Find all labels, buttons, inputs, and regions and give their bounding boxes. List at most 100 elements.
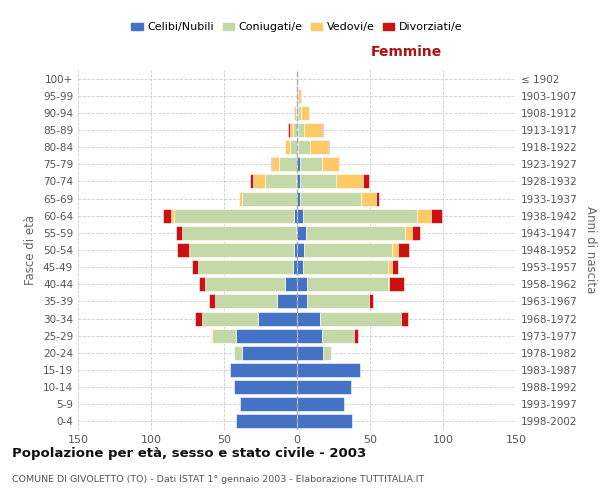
Bar [388,278,389,291]
Bar [294,243,297,257]
Bar [322,123,323,137]
Bar [307,278,388,291]
Y-axis label: Fasce di età: Fasce di età [25,215,37,285]
Bar [163,208,172,222]
Bar [307,294,368,308]
Bar [182,226,296,240]
Bar [297,140,298,154]
Text: COMUNE DI GIVOLETTO (TO) - Dati ISTAT 1° gennaio 2003 - Elaborazione TUTTITALIA.: COMUNE DI GIVOLETTO (TO) - Dati ISTAT 1°… [12,476,424,484]
Bar [300,174,337,188]
Bar [297,226,306,240]
Bar [272,158,280,172]
Bar [286,140,290,154]
Bar [280,158,297,172]
Bar [322,158,340,172]
Bar [290,140,297,154]
Bar [195,312,202,326]
Bar [189,243,294,257]
Bar [297,278,307,291]
Bar [300,192,361,205]
Bar [234,346,242,360]
Bar [300,158,322,172]
Bar [288,123,290,137]
Bar [298,123,304,137]
Bar [297,380,351,394]
Bar [401,312,408,326]
Bar [250,174,253,188]
Bar [175,208,294,222]
Bar [304,243,392,257]
Bar [277,294,297,308]
Bar [297,294,307,308]
Bar [392,260,398,274]
Bar [388,260,392,274]
Bar [297,208,303,222]
Bar [354,328,358,342]
Bar [205,278,286,291]
Bar [392,243,398,257]
Legend: Celibi/Nubili, Coniugati/e, Vedovi/e, Divorziati/e: Celibi/Nubili, Coniugati/e, Vedovi/e, Di… [127,18,467,37]
Bar [376,192,379,205]
Bar [398,243,409,257]
Bar [431,208,442,222]
Bar [209,294,215,308]
Bar [257,312,297,326]
Bar [368,294,373,308]
Bar [202,312,257,326]
Bar [296,174,297,188]
Bar [298,140,310,154]
Bar [286,278,297,291]
Bar [297,414,352,428]
Bar [303,208,417,222]
Bar [297,174,300,188]
Bar [236,328,297,342]
Bar [297,243,304,257]
Bar [322,328,354,342]
Bar [297,260,303,274]
Bar [337,174,363,188]
Bar [297,123,298,137]
Bar [296,226,297,240]
Bar [361,192,376,205]
Bar [240,398,297,411]
Y-axis label: Anni di nascita: Anni di nascita [584,206,597,294]
Bar [297,346,323,360]
Bar [297,88,298,102]
Text: Popolazione per età, sesso e stato civile - 2003: Popolazione per età, sesso e stato civil… [12,448,366,460]
Bar [236,414,297,428]
Bar [271,158,272,172]
Bar [301,106,308,120]
Bar [172,208,175,222]
Bar [294,106,296,120]
Bar [297,106,298,120]
Bar [294,208,297,222]
Bar [310,140,328,154]
Bar [297,363,360,377]
Text: Femmine: Femmine [371,45,442,59]
Bar [304,123,322,137]
Bar [242,346,297,360]
Bar [177,243,189,257]
Bar [297,192,300,205]
Bar [253,174,265,188]
Bar [192,260,198,274]
Bar [362,174,368,188]
Bar [297,312,320,326]
Bar [293,123,297,137]
Bar [176,226,182,240]
Bar [199,278,205,291]
Bar [323,346,331,360]
Bar [215,294,277,308]
Bar [389,278,404,291]
Bar [405,226,412,240]
Bar [412,226,419,240]
Bar [211,328,212,342]
Bar [242,192,297,205]
Bar [212,328,236,342]
Bar [328,140,329,154]
Bar [293,260,297,274]
Bar [234,380,297,394]
Bar [296,106,297,120]
Bar [297,398,344,411]
Bar [306,226,405,240]
